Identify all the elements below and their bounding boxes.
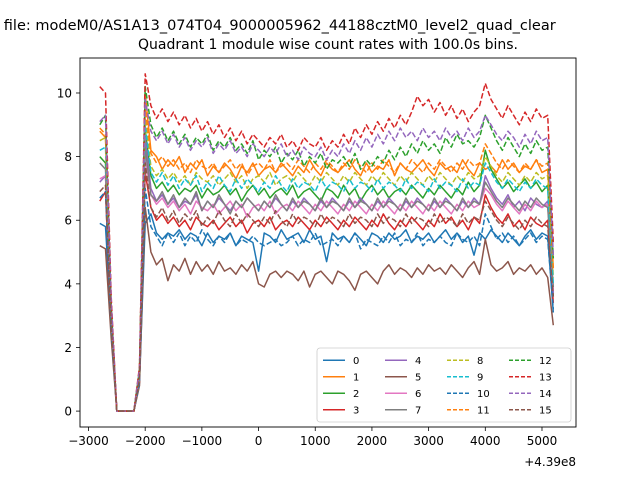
series-line-14 — [99, 98, 555, 412]
x-tick-label: 4000 — [470, 434, 501, 448]
x-tick-label: −1000 — [182, 434, 223, 448]
figure-suptitle: n file: modeM0/AS1A13_074T04_9000005962_… — [0, 18, 556, 34]
legend-label-3: 3 — [353, 405, 359, 416]
y-tick-label: 2 — [64, 341, 72, 355]
series-line-13 — [99, 73, 555, 412]
chart-title: Quadrant 1 module wise count rates with … — [138, 37, 518, 53]
series-line-3 — [99, 171, 555, 412]
x-tick-label: −2000 — [125, 434, 166, 448]
legend-label-1: 1 — [353, 372, 359, 383]
x-tick-label: −3000 — [68, 434, 109, 448]
legend-label-7: 7 — [415, 405, 421, 416]
legend-label-15: 15 — [539, 405, 552, 416]
series-line-12 — [99, 85, 555, 412]
legend-label-13: 13 — [539, 372, 552, 383]
plot-frame — [79, 57, 577, 428]
series-line-9 — [99, 124, 555, 412]
x-axis: −3000 −2000 −1000 0 1000 2000 3000 4000 5000 — [68, 427, 557, 448]
legend-label-5: 5 — [415, 372, 421, 383]
x-tick-label: 5000 — [527, 434, 558, 448]
y-tick-label: 4 — [64, 277, 72, 291]
legend-label-11: 11 — [477, 405, 490, 416]
y-tick-label: 10 — [57, 86, 72, 100]
x-tick-label: 2000 — [357, 434, 388, 448]
series-layer — [99, 73, 555, 412]
legend-label-6: 6 — [415, 389, 421, 400]
x-tick-label: 3000 — [413, 434, 444, 448]
series-line-15 — [99, 162, 555, 412]
series-line-10 — [99, 187, 555, 412]
legend-label-12: 12 — [539, 356, 552, 367]
legend-box — [316, 347, 572, 423]
series-line-0 — [99, 213, 555, 412]
series-line-1 — [99, 92, 555, 412]
legend-label-9: 9 — [477, 372, 483, 383]
series-line-5 — [99, 206, 555, 412]
x-tick-label: 0 — [255, 434, 263, 448]
y-axis: 0 2 4 6 8 10 — [57, 86, 80, 419]
legend-label-0: 0 — [353, 356, 359, 367]
legend-label-4: 4 — [415, 356, 421, 367]
series-line-8 — [99, 117, 555, 412]
y-tick-label: 8 — [64, 150, 72, 164]
legend-label-8: 8 — [477, 356, 483, 367]
x-axis-offset-label: +4.39e8 — [524, 455, 576, 469]
series-line-6 — [99, 155, 555, 412]
legend-label-2: 2 — [353, 389, 359, 400]
x-tick-label: 1000 — [300, 434, 331, 448]
y-tick-label: 0 — [64, 405, 72, 419]
series-line-7 — [99, 146, 555, 412]
legend-label-14: 14 — [539, 389, 552, 400]
y-tick-label: 6 — [64, 214, 72, 228]
legend-label-10: 10 — [477, 389, 490, 400]
